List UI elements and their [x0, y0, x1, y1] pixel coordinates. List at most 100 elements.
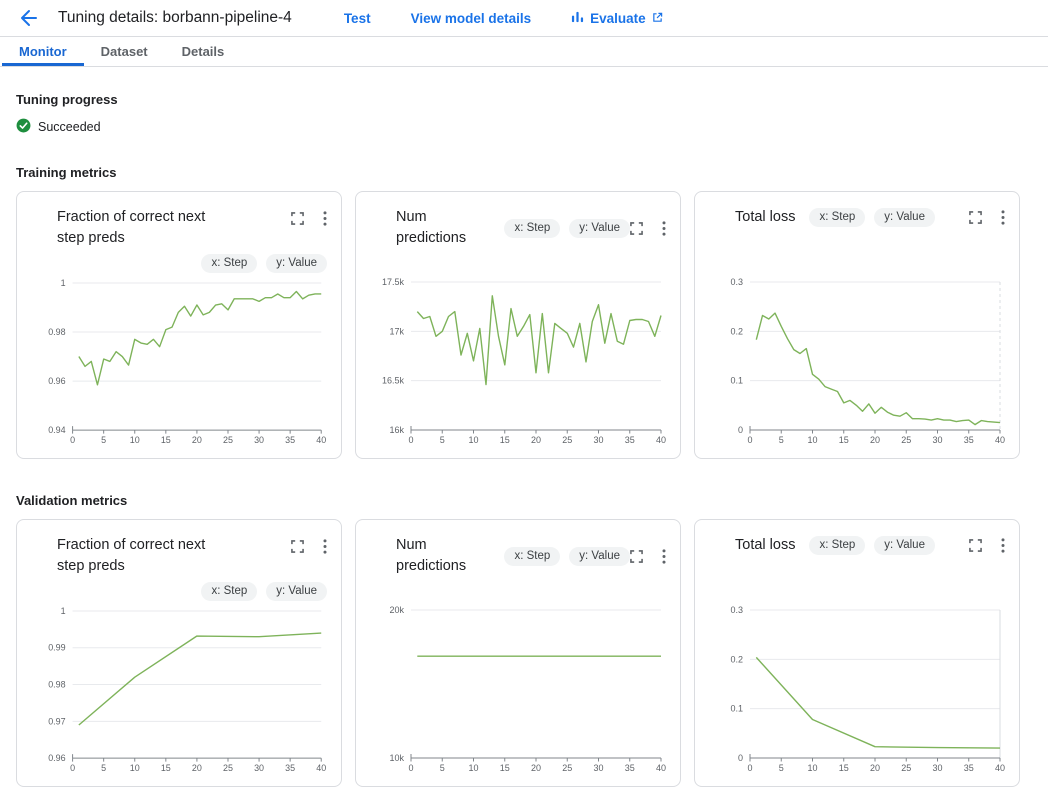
chart-title: Fraction of correct next step preds: [57, 537, 206, 574]
tab-dataset[interactable]: Dataset: [100, 44, 148, 59]
x-axis-chip[interactable]: x: Step: [504, 546, 561, 566]
svg-text:16.5k: 16.5k: [382, 376, 405, 386]
svg-text:5: 5: [779, 435, 784, 445]
svg-text:20: 20: [870, 763, 880, 773]
y-axis-chip[interactable]: y: Value: [569, 546, 630, 566]
y-axis-chip[interactable]: y: Value: [266, 254, 327, 273]
svg-text:30: 30: [932, 763, 942, 773]
validation-charts-row: Fraction of correct next step preds x: S…: [16, 519, 1032, 787]
svg-text:0: 0: [70, 763, 75, 773]
more-options-icon[interactable]: [662, 548, 666, 564]
svg-text:5: 5: [779, 763, 784, 773]
svg-text:25: 25: [562, 435, 572, 445]
svg-text:40: 40: [656, 435, 666, 445]
training-charts-row: Fraction of correct next step preds x: S…: [16, 191, 1032, 459]
chart-plot[interactable]: 16k 16.5k 17k 17.5k 0 5 10 15 20 25 30 35 40: [356, 272, 681, 456]
chart-plot[interactable]: 10k 20k 0 5 10 15 20 25 30 35 40: [356, 600, 681, 784]
svg-text:35: 35: [625, 435, 635, 445]
svg-text:0.98: 0.98: [48, 680, 65, 690]
svg-text:16k: 16k: [389, 425, 404, 435]
x-axis-chip[interactable]: x: Step: [809, 536, 866, 555]
y-axis-chip[interactable]: y: Value: [569, 218, 630, 238]
chart-title: Total loss: [735, 537, 796, 553]
more-options-icon[interactable]: [323, 539, 327, 554]
svg-text:35: 35: [625, 763, 635, 773]
status-badge: Succeeded: [38, 120, 101, 134]
chart-title: Total loss: [735, 209, 796, 225]
chart-card-header: Total loss x: Step y: Value x: Step y: V…: [695, 192, 1019, 228]
x-axis-chip[interactable]: x: Step: [504, 218, 561, 238]
external-link-icon: [652, 11, 663, 26]
back-arrow-icon[interactable]: [16, 5, 42, 31]
svg-text:15: 15: [500, 435, 510, 445]
svg-text:40: 40: [316, 435, 326, 445]
svg-text:25: 25: [901, 435, 911, 445]
x-axis-chip[interactable]: x: Step: [201, 582, 258, 601]
tab-monitor[interactable]: Monitor: [2, 37, 84, 66]
chart-card-header: Fraction of correct next step preds x: S…: [17, 520, 341, 601]
svg-text:30: 30: [254, 763, 264, 773]
test-button[interactable]: Test: [343, 10, 371, 26]
fullscreen-icon[interactable]: [969, 539, 982, 552]
svg-text:0.94: 0.94: [48, 425, 65, 435]
svg-text:10: 10: [807, 763, 817, 773]
y-axis-chip[interactable]: y: Value: [266, 582, 327, 601]
svg-text:0: 0: [408, 763, 413, 773]
view-model-details-button[interactable]: View model details: [410, 10, 532, 26]
more-options-icon[interactable]: [662, 220, 666, 236]
x-axis-chip[interactable]: x: Step: [201, 254, 258, 273]
tuning-progress-heading: Tuning progress: [16, 92, 118, 107]
fullscreen-icon[interactable]: [291, 212, 304, 225]
svg-text:0.1: 0.1: [730, 704, 743, 714]
chart-card: Total loss x: Step y: Value x: Step y: V…: [694, 191, 1020, 459]
fullscreen-icon[interactable]: [630, 549, 643, 563]
svg-text:40: 40: [995, 435, 1005, 445]
main-content: Tuning progress Succeeded Training metri…: [0, 92, 1048, 787]
fullscreen-icon[interactable]: [630, 221, 643, 235]
svg-text:20: 20: [531, 763, 541, 773]
svg-text:30: 30: [593, 435, 603, 445]
chart-card-header: Total loss x: Step y: Value x: Step y: V…: [695, 520, 1019, 556]
svg-text:20: 20: [531, 435, 541, 445]
training-metrics-heading: Training metrics: [16, 165, 117, 180]
svg-text:5: 5: [101, 435, 106, 445]
fullscreen-icon[interactable]: [291, 540, 304, 553]
svg-text:5: 5: [440, 763, 445, 773]
chart-plot[interactable]: 0 0.1 0.2 0.3 0 5 10 15 20 25 30 35 40: [695, 272, 1020, 456]
svg-text:35: 35: [285, 763, 295, 773]
chart-title: Num predictions: [396, 209, 467, 246]
chart-plot[interactable]: 0 0.1 0.2 0.3 0 5 10 15 20 25 30 35 40: [695, 600, 1020, 784]
y-axis-chip[interactable]: y: Value: [874, 208, 935, 227]
more-options-icon[interactable]: [1001, 538, 1005, 553]
svg-text:10: 10: [130, 763, 140, 773]
svg-text:25: 25: [901, 763, 911, 773]
svg-text:15: 15: [161, 435, 171, 445]
page-title: Tuning details: borbann-pipeline-4: [58, 9, 292, 26]
svg-text:0.96: 0.96: [48, 753, 65, 763]
svg-text:17k: 17k: [389, 326, 404, 336]
y-axis-chip[interactable]: y: Value: [874, 536, 935, 555]
svg-text:1: 1: [61, 606, 66, 616]
svg-text:17.5k: 17.5k: [382, 277, 405, 287]
fullscreen-icon[interactable]: [969, 211, 982, 224]
svg-text:20: 20: [192, 435, 202, 445]
svg-text:0: 0: [747, 763, 752, 773]
validation-metrics-heading: Validation metrics: [16, 493, 128, 508]
svg-text:0.98: 0.98: [48, 327, 65, 337]
svg-text:0.96: 0.96: [48, 376, 65, 386]
success-check-icon: [16, 118, 31, 136]
status-row: Succeeded: [16, 118, 1032, 136]
tab-details[interactable]: Details: [181, 44, 225, 59]
chart-card: Fraction of correct next step preds x: S…: [16, 519, 342, 787]
chart-card: Num predictions x: Step y: Value x: Step…: [355, 519, 681, 787]
svg-text:0: 0: [747, 435, 752, 445]
chart-title: Fraction of correct next step preds: [57, 209, 206, 246]
more-options-icon[interactable]: [1001, 210, 1005, 225]
svg-text:0.99: 0.99: [48, 643, 65, 653]
more-options-icon[interactable]: [323, 211, 327, 226]
x-axis-chip[interactable]: x: Step: [809, 208, 866, 227]
evaluate-button[interactable]: Evaluate: [571, 10, 663, 26]
chart-card-header: Num predictions x: Step y: Value x: Step…: [356, 520, 680, 577]
